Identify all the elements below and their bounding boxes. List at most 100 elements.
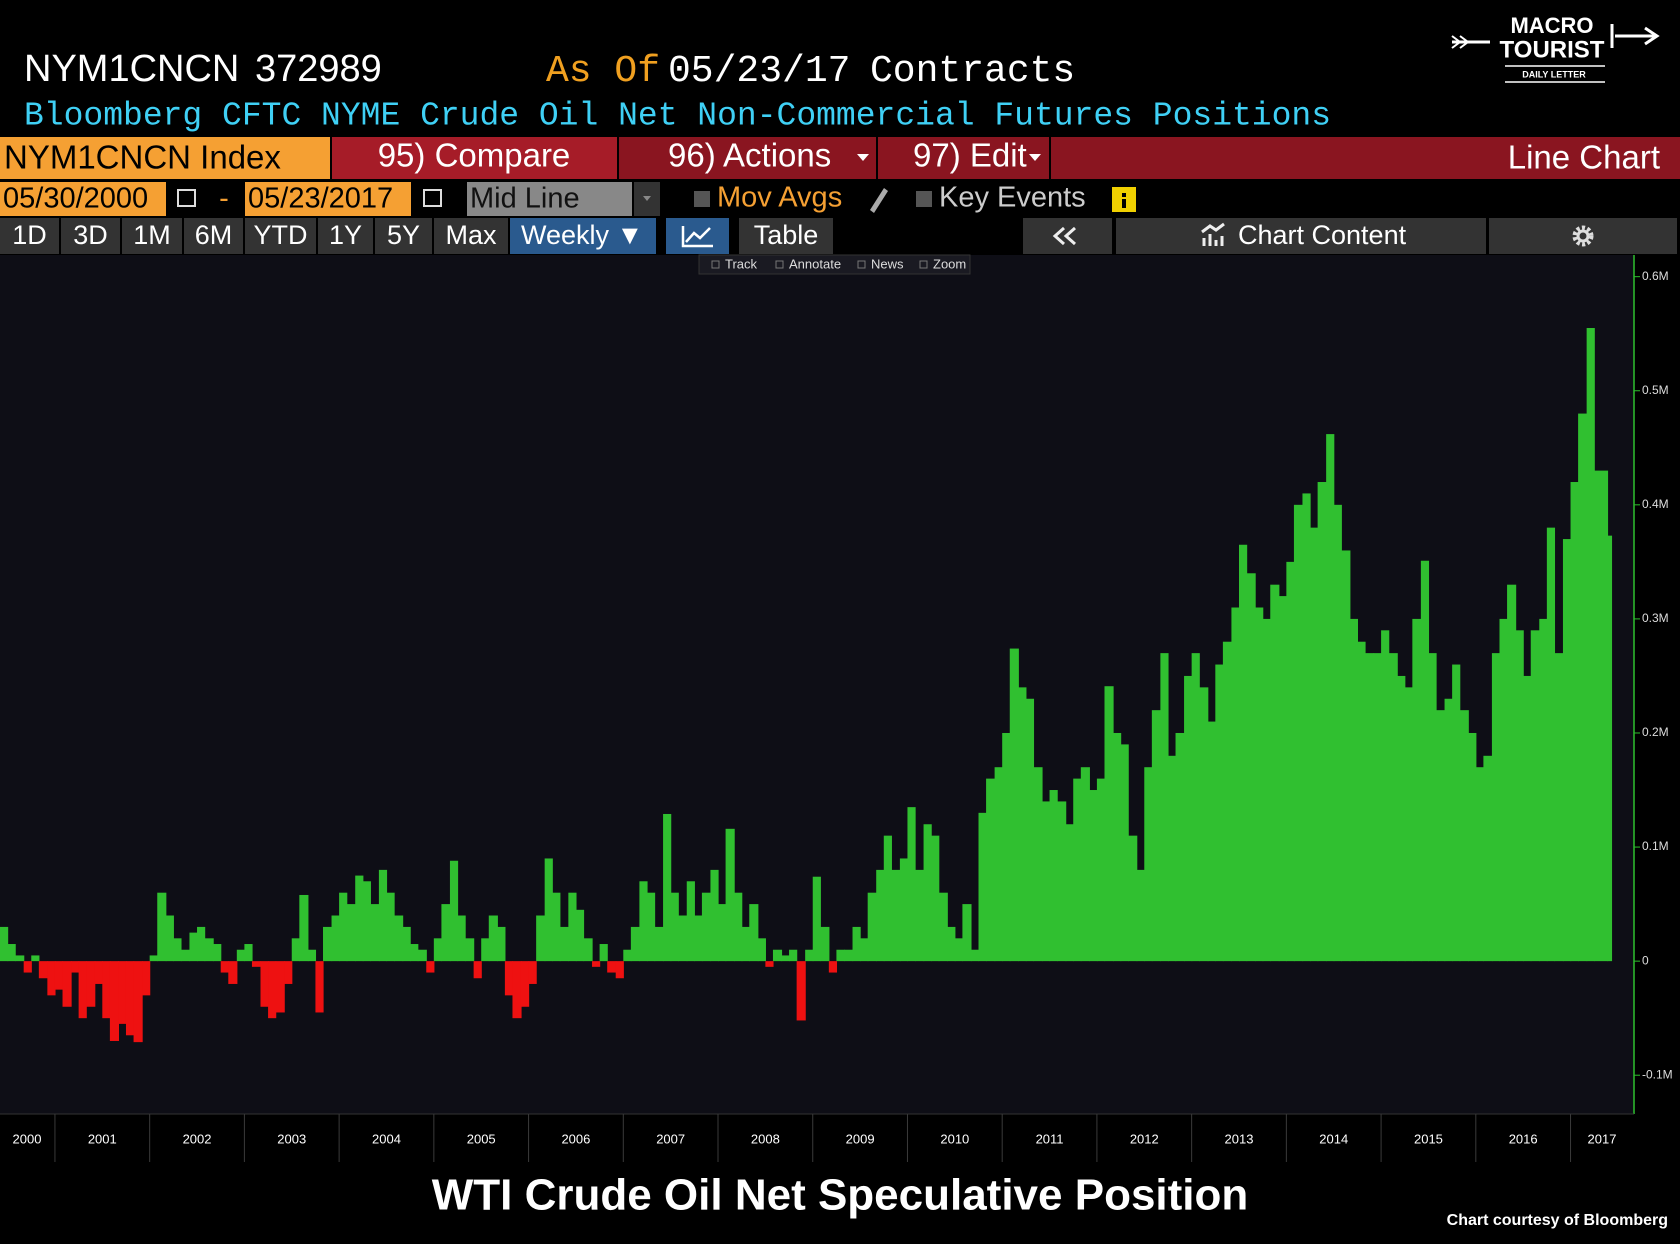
tool-icon bbox=[775, 260, 784, 269]
x-tick-label: 2007 bbox=[656, 1131, 685, 1146]
calendar-icon[interactable] bbox=[423, 189, 442, 207]
positive-area bbox=[0, 926, 9, 962]
tool-icon bbox=[711, 260, 720, 269]
positive-area bbox=[197, 926, 206, 962]
frequency-button[interactable] bbox=[510, 218, 656, 254]
frequency[interactable]: Weekly ▼ bbox=[521, 220, 643, 250]
end-date-box[interactable] bbox=[245, 182, 411, 216]
negative-area bbox=[38, 961, 48, 979]
x-tick-label: 2003 bbox=[277, 1131, 306, 1146]
positive-area bbox=[465, 938, 475, 962]
period-button[interactable] bbox=[122, 218, 182, 254]
x-tick-label: 2015 bbox=[1414, 1131, 1443, 1146]
positive-area bbox=[1293, 504, 1304, 962]
negative-area bbox=[512, 961, 522, 1019]
positive-area bbox=[1302, 493, 1311, 962]
positive-area bbox=[663, 813, 672, 962]
period-button[interactable] bbox=[184, 218, 243, 254]
checkbox[interactable] bbox=[694, 191, 710, 207]
chart-content[interactable]: Chart Content bbox=[1238, 220, 1407, 250]
mov-avgs[interactable]: Mov Avgs bbox=[717, 182, 842, 214]
chart-type[interactable]: Line Chart bbox=[1508, 139, 1660, 176]
positive-area bbox=[718, 904, 727, 962]
negative-area bbox=[260, 961, 269, 1007]
x-tick-label: 2013 bbox=[1225, 1131, 1254, 1146]
period-label[interactable]: Max bbox=[445, 220, 497, 250]
actions-button[interactable] bbox=[619, 137, 876, 179]
positive-area bbox=[1041, 801, 1051, 962]
y-tick-label: 0.3M bbox=[1642, 611, 1669, 625]
mid-line[interactable]: Mid Line bbox=[470, 183, 580, 215]
period-label[interactable]: YTD bbox=[254, 220, 308, 250]
period-button[interactable] bbox=[434, 218, 508, 254]
compare-label[interactable]: 95) Compare bbox=[378, 137, 571, 174]
positive-area bbox=[1184, 675, 1193, 962]
positive-area bbox=[559, 926, 569, 962]
period-label[interactable]: 1D bbox=[12, 220, 47, 250]
table[interactable]: Table bbox=[754, 220, 819, 250]
period-button[interactable] bbox=[245, 218, 316, 254]
positive-area bbox=[1515, 630, 1524, 962]
tool-label[interactable]: News bbox=[871, 256, 904, 271]
positive-area bbox=[394, 915, 404, 962]
period-label[interactable]: 1M bbox=[133, 220, 171, 250]
positive-area bbox=[1175, 732, 1185, 962]
positive-area bbox=[433, 938, 443, 962]
positive-area bbox=[686, 881, 695, 962]
compare-button[interactable] bbox=[332, 137, 617, 179]
positive-area bbox=[1270, 584, 1280, 962]
positive-area bbox=[307, 949, 317, 962]
positive-area bbox=[1562, 539, 1572, 962]
start-date-box[interactable] bbox=[0, 182, 166, 216]
tool-label[interactable]: Zoom bbox=[933, 256, 966, 271]
collapse-icon bbox=[1052, 226, 1076, 246]
end-date[interactable]: 05/23/2017 bbox=[248, 183, 393, 215]
period-button[interactable] bbox=[318, 218, 373, 254]
ticker: NYM1CNCN bbox=[24, 48, 239, 90]
positive-area bbox=[149, 955, 158, 962]
pencil-icon[interactable] bbox=[870, 188, 888, 213]
negative-area bbox=[592, 961, 601, 967]
positive-area bbox=[244, 944, 253, 962]
negative-area bbox=[125, 961, 135, 1036]
edit-label[interactable]: 97) Edit bbox=[913, 137, 1027, 174]
period-button[interactable] bbox=[61, 218, 120, 254]
mid-line-box[interactable] bbox=[467, 182, 632, 216]
positive-area bbox=[772, 949, 783, 962]
calendar-icon[interactable] bbox=[177, 189, 196, 207]
settings-button[interactable] bbox=[1489, 218, 1677, 254]
period-label[interactable]: 1Y bbox=[329, 220, 362, 250]
positive-area bbox=[1499, 618, 1508, 962]
positive-area bbox=[852, 926, 861, 962]
security[interactable]: NYM1CNCN Index bbox=[4, 139, 281, 176]
negative-area bbox=[268, 961, 277, 1019]
positive-area bbox=[812, 876, 821, 962]
units: Contracts bbox=[870, 50, 1075, 93]
positive-area bbox=[1594, 470, 1609, 962]
checkbox[interactable] bbox=[916, 191, 932, 207]
negative-area bbox=[102, 961, 111, 1019]
y-tick-label: 0.6M bbox=[1642, 269, 1669, 283]
period-label[interactable]: 6M bbox=[195, 220, 233, 250]
edit-button[interactable] bbox=[878, 137, 1049, 179]
actions-label[interactable]: 96) Actions bbox=[668, 137, 831, 174]
positive-area bbox=[1317, 482, 1327, 962]
period-label[interactable]: 5Y bbox=[387, 220, 420, 250]
period-button[interactable] bbox=[375, 218, 432, 254]
tool-label[interactable]: Annotate bbox=[789, 256, 841, 271]
period-button[interactable] bbox=[0, 218, 59, 254]
chart-content-button[interactable] bbox=[1116, 218, 1486, 254]
x-tick-label: 2002 bbox=[183, 1131, 212, 1146]
key-events[interactable]: Key Events bbox=[939, 182, 1086, 214]
tool-label[interactable]: Track bbox=[725, 256, 758, 271]
positive-area bbox=[947, 926, 956, 962]
security-box[interactable] bbox=[0, 137, 330, 179]
positive-area bbox=[1333, 504, 1342, 962]
start-date[interactable]: 05/30/2000 bbox=[3, 183, 148, 215]
chart-type-box[interactable] bbox=[1051, 137, 1680, 179]
positive-area bbox=[1262, 618, 1271, 962]
positive-area bbox=[694, 915, 703, 962]
table-button[interactable] bbox=[739, 218, 833, 254]
positive-area bbox=[1341, 550, 1351, 962]
period-label[interactable]: 3D bbox=[73, 220, 108, 250]
